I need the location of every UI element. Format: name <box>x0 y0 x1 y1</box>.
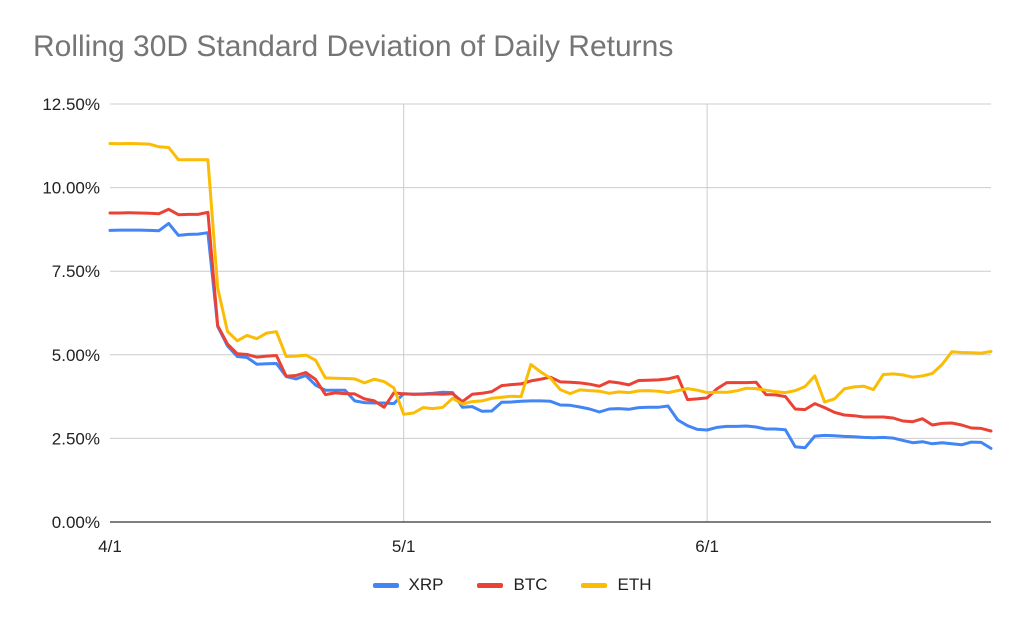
axes: 0.00% 2.50% 5.00% 7.50% 10.00% 12.50% 4/1 5/1 6/… <box>42 95 991 556</box>
legend-swatch-eth <box>581 582 608 588</box>
y-tick-label: 2.50% <box>52 429 100 448</box>
series-line-xrp <box>108 221 993 450</box>
legend-swatch-btc <box>477 582 504 588</box>
y-tick-label: 12.50% <box>42 95 100 114</box>
y-tick-label: 5.00% <box>52 346 100 365</box>
series-line-btc <box>108 207 993 433</box>
series-lines <box>108 142 993 450</box>
legend-label-eth: ETH <box>617 575 652 594</box>
x-tick-label: 4/1 <box>98 537 122 556</box>
legend-item-btc: BTC <box>477 575 547 595</box>
legend-label-btc: BTC <box>513 575 548 594</box>
legend-swatch-xrp <box>372 582 399 588</box>
legend: XRP BTC ETH <box>0 575 1024 595</box>
x-tick-label: 5/1 <box>392 537 416 556</box>
legend-label-xrp: XRP <box>408 575 444 594</box>
legend-item-eth: ETH <box>581 575 651 595</box>
gridlines <box>110 103 991 522</box>
y-tick-label: 10.00% <box>42 179 100 198</box>
x-tick-label: 6/1 <box>695 537 719 556</box>
chart-title: Rolling 30D Standard Deviation of Daily … <box>33 30 674 63</box>
y-tick-label: 0.00% <box>52 513 100 532</box>
y-tick-label: 7.50% <box>52 262 100 281</box>
series-line-eth <box>108 142 993 416</box>
legend-item-xrp: XRP <box>372 575 444 595</box>
